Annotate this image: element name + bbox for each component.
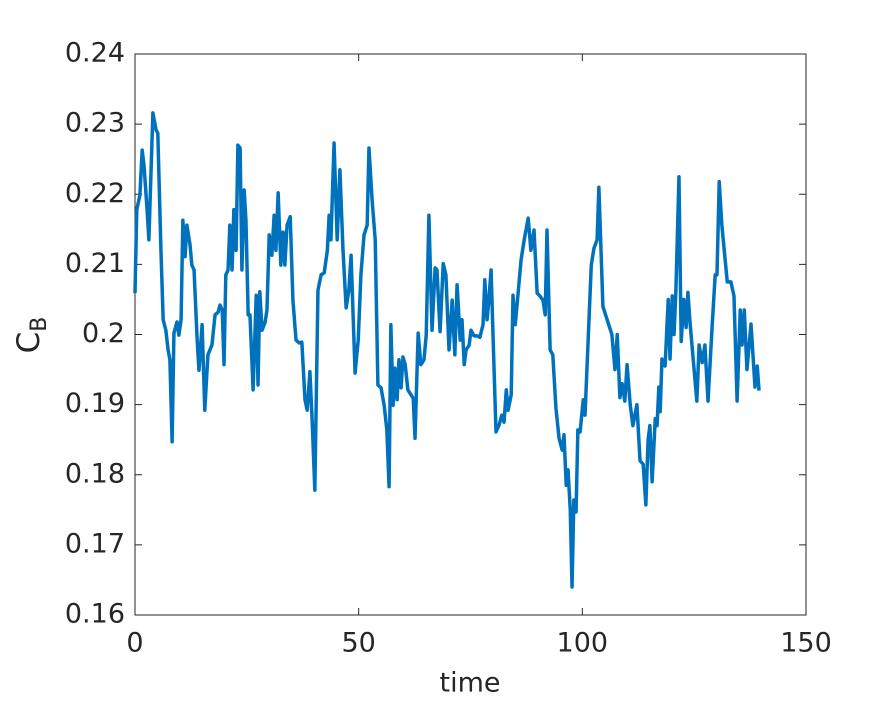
x-tick-label: 50 — [341, 628, 375, 659]
x-tick-label: 100 — [557, 628, 609, 659]
y-tick-label: 0.18 — [65, 458, 125, 489]
y-axis-label: CB — [11, 317, 53, 354]
y-tick-label: 0.16 — [65, 599, 125, 630]
y-tick-label: 0.21 — [65, 248, 125, 279]
x-tick-label: 0 — [126, 628, 143, 659]
data-line — [133, 111, 761, 589]
y-axis-label-subscript: B — [27, 317, 52, 332]
x-tick-label: 150 — [780, 628, 832, 659]
y-tick-label: 0.17 — [65, 528, 125, 559]
y-tick-label: 0.2 — [82, 318, 125, 349]
y-tick-label: 0.22 — [65, 178, 125, 209]
y-tick-label: 0.19 — [65, 388, 125, 419]
x-axis-label: time — [439, 668, 500, 699]
y-tick-label: 0.23 — [65, 108, 125, 139]
y-axis-label-main: C — [11, 332, 47, 354]
y-tick-label: 0.24 — [65, 38, 125, 69]
